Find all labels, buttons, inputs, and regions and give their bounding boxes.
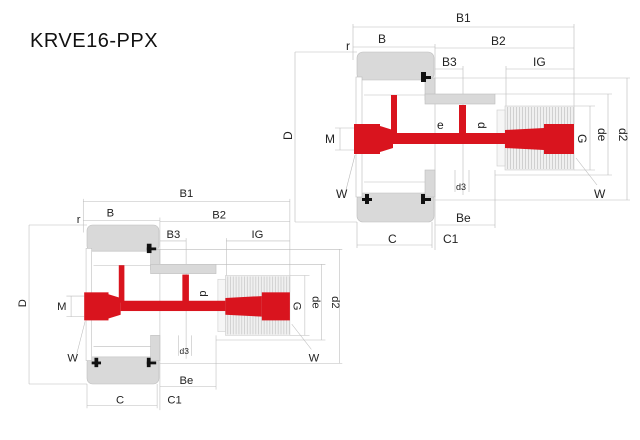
label-IG: IG <box>533 55 546 69</box>
label-r: r <box>77 214 81 226</box>
label-B: B <box>107 208 114 220</box>
product-title: KRVE16-PPX <box>30 30 159 52</box>
label-D: D <box>281 131 295 140</box>
label-B2: B2 <box>491 34 506 48</box>
stud-roller-drawing-lower: B1 B r B2 B3 IG D M d G de d2 W W d3 Be … <box>17 188 342 410</box>
label-d: d <box>475 122 489 129</box>
label-de: de <box>309 296 321 308</box>
stud-roller-drawing-upper <box>294 24 630 250</box>
label-B2: B2 <box>212 209 226 221</box>
label-d3: d3 <box>180 346 190 356</box>
label-d3: d3 <box>456 182 466 192</box>
label-d2: d2 <box>616 128 630 142</box>
label-Be: Be <box>180 375 194 387</box>
label-D: D <box>17 299 29 307</box>
outer-ring-top <box>356 51 435 81</box>
label-M: M <box>57 301 66 313</box>
sleeve-top <box>424 93 496 105</box>
label-C1: C1 <box>167 395 181 407</box>
label-B1: B1 <box>180 188 194 200</box>
labels-upper: B1 B r B2 B3 IG D M e d G de d2 W W d3 B… <box>281 11 630 246</box>
label-G: G <box>575 134 589 143</box>
label-C: C <box>116 395 124 407</box>
label-W-right: W <box>309 353 320 365</box>
label-W-right: W <box>594 187 606 201</box>
label-W-left: W <box>67 353 78 365</box>
label-d: d <box>197 290 209 296</box>
label-Be: Be <box>456 211 471 225</box>
label-e: e <box>437 118 444 132</box>
label-M: M <box>325 132 335 146</box>
label-C: C <box>388 232 397 246</box>
label-B3: B3 <box>442 55 457 69</box>
label-B3: B3 <box>166 229 180 241</box>
label-de: de <box>595 128 609 142</box>
seal-icon <box>421 76 431 79</box>
collar-bottom <box>424 169 436 198</box>
label-r: r <box>346 39 350 53</box>
label-W-left: W <box>336 187 348 201</box>
label-C1: C1 <box>443 232 459 246</box>
lubrication-shaft <box>354 95 574 154</box>
outer-ring-bottom <box>356 192 435 223</box>
label-d2: d2 <box>329 296 341 308</box>
label-IG: IG <box>252 229 264 241</box>
label-G: G <box>291 302 303 311</box>
label-B: B <box>378 32 386 46</box>
label-B1: B1 <box>456 11 471 25</box>
